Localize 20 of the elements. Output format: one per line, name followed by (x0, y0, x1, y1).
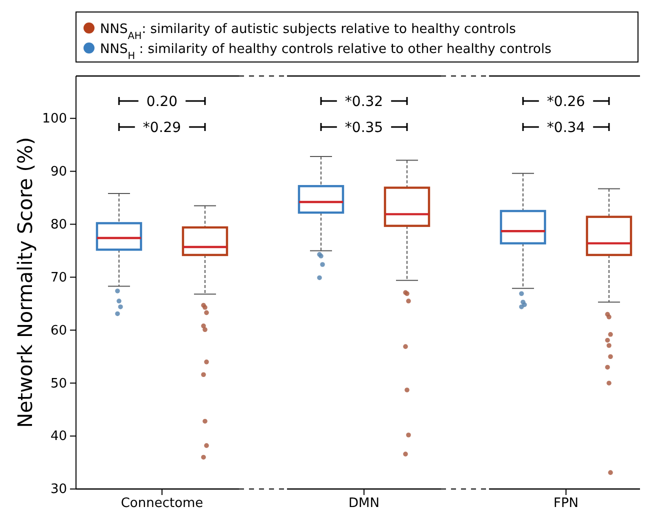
annotation: *0.32 (344, 94, 384, 110)
y-tick-label: 90 (50, 164, 67, 180)
y-axis-title: Network Normality Score (%) (13, 137, 37, 428)
y-tick-label: 40 (50, 429, 67, 444)
x-tick-label: Connectome (120, 496, 204, 510)
y-tick-label: 70 (50, 270, 67, 286)
x-tick-label: DMN (348, 496, 380, 510)
legend-label: NNS$_{H}$ : similarity of healthy controls relative to other healthy controls (100, 42, 552, 62)
annotation: *0.26 (546, 94, 586, 110)
annotation: *0.35 (344, 120, 384, 136)
y-tick-label: 30 (50, 482, 67, 498)
annotation: *0.34 (546, 120, 586, 136)
annotation: *0.29 (142, 120, 182, 136)
y-tick-label: 80 (50, 217, 67, 232)
y-tick-label: 100 (42, 112, 67, 127)
y-tick-label: 60 (50, 323, 67, 338)
x-tick-label: FPN (553, 496, 579, 510)
annotation: 0.20 (146, 94, 178, 110)
y-tick-label: 50 (50, 376, 67, 392)
legend-label: NNS$_{AH}$: similarity of autistic subjects relative to healthy controls (100, 22, 516, 42)
